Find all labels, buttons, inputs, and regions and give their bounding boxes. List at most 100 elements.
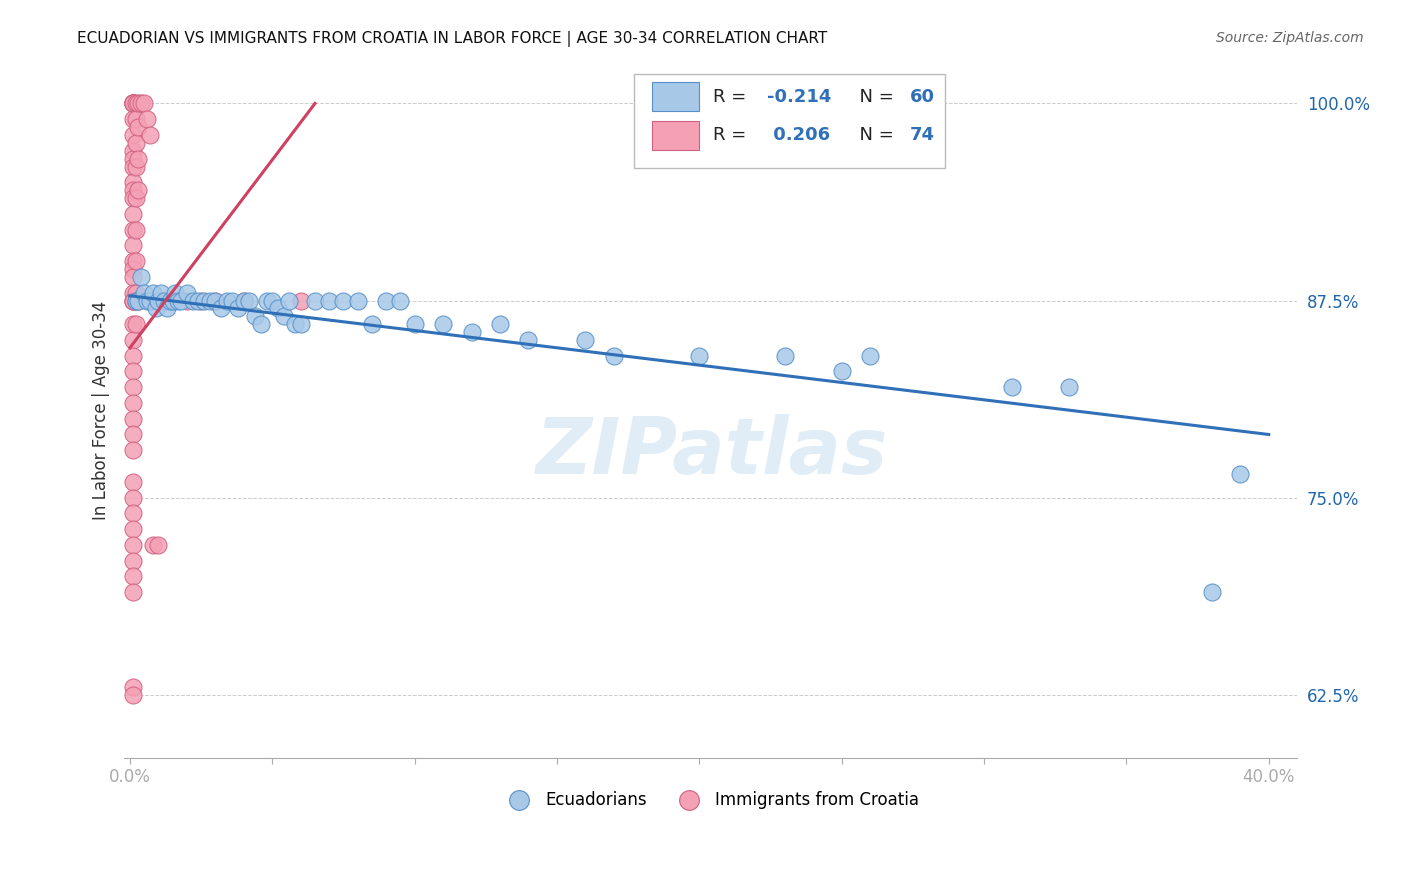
Point: [121, 96, 143, 111]
Point: [121, 191, 143, 205]
Point: [121, 491, 143, 505]
Point: [432, 317, 454, 331]
Point: [121, 269, 143, 284]
FancyBboxPatch shape: [634, 74, 945, 168]
Point: [209, 301, 232, 316]
Point: [124, 191, 146, 205]
Point: [121, 183, 143, 197]
Point: [121, 285, 143, 300]
Point: [1229, 467, 1251, 481]
Text: ZIPatlas: ZIPatlas: [534, 415, 887, 491]
Point: [121, 254, 143, 268]
Point: [121, 144, 143, 158]
Point: [121, 207, 143, 221]
Point: [198, 293, 221, 308]
Point: [129, 96, 152, 111]
Point: [121, 585, 143, 599]
Point: [346, 293, 368, 308]
Point: [127, 293, 149, 308]
Point: [375, 293, 398, 308]
Point: [124, 293, 146, 308]
Point: [121, 96, 143, 111]
Point: [121, 96, 143, 111]
Point: [176, 293, 198, 308]
Point: [162, 293, 184, 308]
Point: [148, 538, 170, 552]
Point: [221, 293, 243, 308]
Point: [121, 538, 143, 552]
Point: [121, 152, 143, 166]
Point: [121, 262, 143, 277]
Point: [127, 96, 149, 111]
Point: [1201, 585, 1223, 599]
Point: [603, 349, 626, 363]
Point: [284, 317, 307, 331]
Point: [134, 285, 156, 300]
Text: N =: N =: [848, 87, 900, 105]
Point: [204, 293, 226, 308]
Point: [159, 293, 181, 308]
Y-axis label: In Labor Force | Age 30-34: In Labor Force | Age 30-34: [93, 301, 110, 520]
Point: [121, 293, 143, 308]
Point: [124, 317, 146, 331]
Point: [181, 293, 204, 308]
Point: [139, 128, 162, 142]
Point: [170, 293, 193, 308]
Point: [121, 160, 143, 174]
Point: [460, 325, 482, 339]
Point: [127, 152, 149, 166]
Point: [121, 238, 143, 252]
Point: [267, 301, 290, 316]
Point: [121, 411, 143, 425]
Point: [124, 160, 146, 174]
Point: [165, 285, 187, 300]
Point: [124, 112, 146, 127]
Point: [256, 293, 278, 308]
Point: [121, 112, 143, 127]
Point: [232, 293, 254, 308]
Point: [215, 293, 238, 308]
Point: [156, 301, 179, 316]
Point: [190, 293, 212, 308]
Point: [304, 293, 326, 308]
Point: [404, 317, 426, 331]
Point: [238, 293, 260, 308]
Point: [124, 222, 146, 236]
Point: [318, 293, 340, 308]
Point: [127, 183, 149, 197]
Point: [124, 136, 146, 150]
Point: [148, 293, 170, 308]
Text: 60: 60: [910, 87, 935, 105]
Point: [250, 317, 273, 331]
Point: [332, 293, 354, 308]
Point: [127, 120, 149, 135]
Text: 74: 74: [910, 127, 935, 145]
Point: [290, 317, 312, 331]
Point: [121, 475, 143, 489]
Point: [153, 293, 176, 308]
Point: [517, 333, 540, 347]
Point: [1059, 380, 1081, 394]
Point: [121, 175, 143, 189]
Point: [176, 285, 198, 300]
Point: [136, 112, 159, 127]
Point: [121, 349, 143, 363]
Point: [290, 293, 312, 308]
Point: [243, 310, 266, 324]
Text: R =: R =: [713, 127, 752, 145]
Point: [145, 301, 167, 316]
Point: [226, 301, 249, 316]
Point: [134, 96, 156, 111]
Text: Source: ZipAtlas.com: Source: ZipAtlas.com: [1216, 31, 1364, 45]
Point: [121, 396, 143, 410]
Point: [121, 553, 143, 567]
Point: [127, 293, 149, 308]
Point: [121, 443, 143, 458]
FancyBboxPatch shape: [652, 121, 699, 150]
Point: [121, 128, 143, 142]
Point: [389, 293, 412, 308]
Text: R =: R =: [713, 87, 752, 105]
Point: [121, 293, 143, 308]
Point: [153, 293, 176, 308]
Point: [121, 380, 143, 394]
